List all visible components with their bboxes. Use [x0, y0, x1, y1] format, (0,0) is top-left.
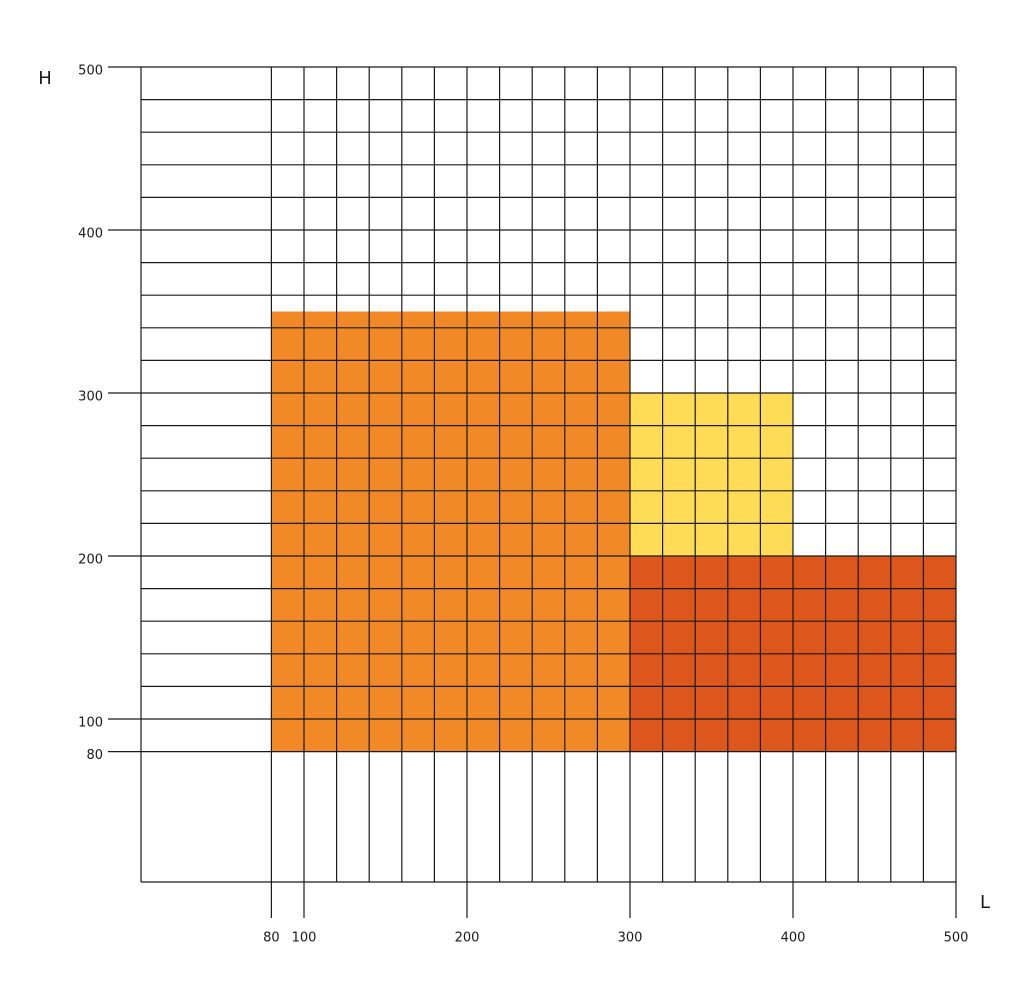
x-tick-label: 200 — [455, 931, 480, 946]
area-block — [271, 311, 630, 752]
y-tick-label: 300 — [78, 390, 103, 405]
y-tick-label: 500 — [78, 64, 103, 79]
y-tick-label: 100 — [78, 716, 103, 731]
area-block — [630, 393, 793, 556]
x-tick-label: 80 — [263, 931, 280, 946]
y-tick-label: 200 — [78, 553, 103, 568]
x-tick-label: 400 — [781, 931, 806, 946]
x-tick-label: 300 — [618, 931, 643, 946]
x-tick-label: 500 — [944, 931, 969, 946]
x-axis-label: L — [980, 892, 990, 913]
y-tick-label: 400 — [78, 227, 103, 242]
y-axis-label: H — [38, 68, 52, 89]
y-tick-label: 80 — [86, 748, 103, 763]
x-tick-label: 100 — [292, 931, 317, 946]
